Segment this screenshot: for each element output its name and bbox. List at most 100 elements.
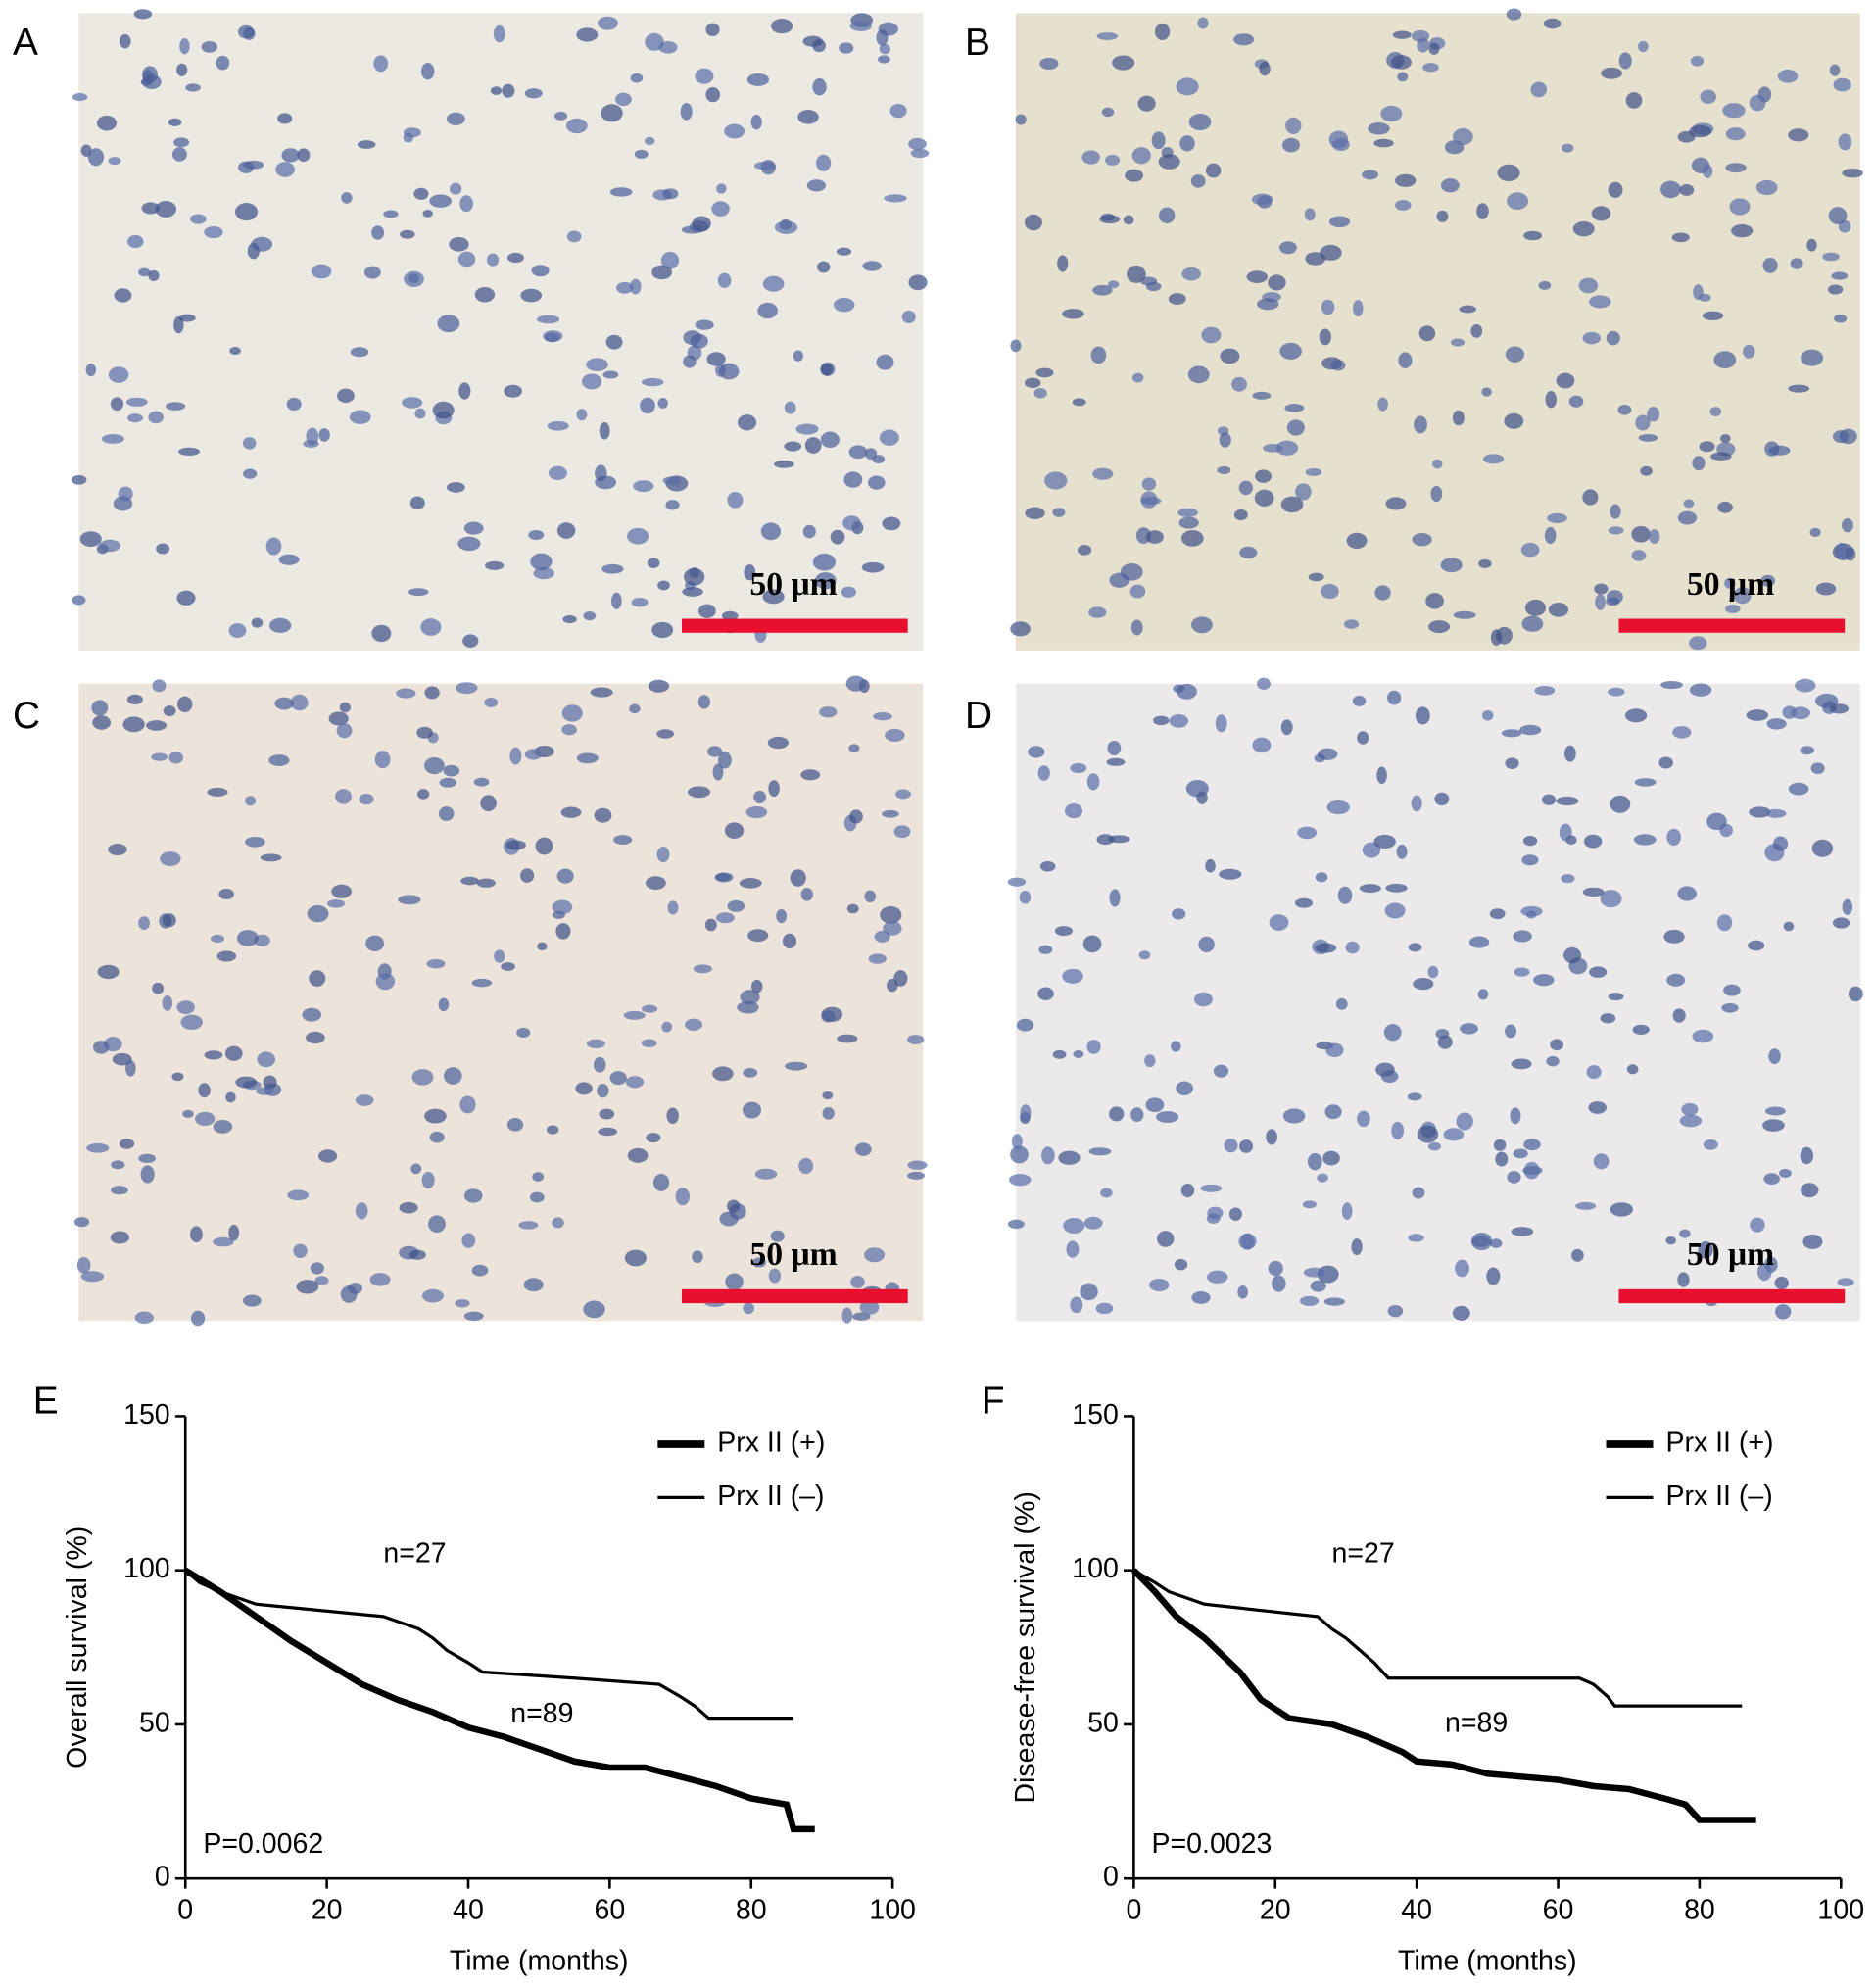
cell-nucleus [725, 1273, 744, 1291]
cell-nucleus [1307, 1152, 1322, 1171]
cell-nucleus [1638, 434, 1658, 442]
cell-nucleus [737, 414, 757, 431]
cell-nucleus [1108, 835, 1130, 844]
x-tick-label: 40 [453, 1894, 484, 1925]
cell-nucleus [1157, 1231, 1175, 1247]
cell-nucleus [798, 1157, 814, 1175]
cell-nucleus [1268, 1260, 1283, 1277]
cell-nucleus [408, 588, 429, 597]
cell-nucleus [335, 789, 352, 804]
cell-nucleus [1325, 1042, 1344, 1058]
cell-nucleus [428, 1215, 446, 1233]
cell-nucleus [1476, 203, 1489, 219]
cell-nucleus [1795, 678, 1816, 693]
cell-nucleus [1710, 452, 1732, 461]
cell-nucleus [296, 1280, 319, 1294]
cell-nucleus [1722, 103, 1746, 119]
cell-nucleus [1374, 585, 1391, 601]
cell-nucleus [876, 354, 894, 370]
cell-nucleus [1145, 530, 1164, 544]
cell-nucleus [693, 964, 713, 974]
cell-nucleus [101, 433, 124, 444]
cell-nucleus [768, 780, 780, 798]
cell-nucleus [1582, 331, 1601, 345]
cell-nucleus [743, 1302, 754, 1315]
annotation: n=89 [1445, 1707, 1508, 1738]
cell-nucleus [424, 1108, 447, 1124]
cell-nucleus [71, 475, 87, 485]
cell-nucleus [195, 1111, 216, 1127]
cell-nucleus [795, 423, 819, 435]
cell-nucleus [774, 220, 798, 234]
cell-nucleus [72, 93, 88, 102]
cell-nucleus [166, 402, 186, 411]
scale-bar-label: 50 μm [749, 1236, 837, 1273]
cell-nucleus [901, 310, 916, 324]
cell-nucleus [1440, 558, 1463, 573]
cell-nucleus [1239, 546, 1258, 559]
cell-nucleus [1304, 208, 1316, 221]
cell-nucleus [562, 615, 577, 624]
cell-nucleus [1323, 1297, 1345, 1306]
cell-nucleus [576, 27, 599, 42]
cell-nucleus [1341, 1202, 1353, 1220]
scale-bar-label: 50 μm [1687, 1236, 1774, 1273]
cell-nucleus [1140, 276, 1158, 286]
cell-nucleus [243, 26, 256, 40]
cell-nucleus [1092, 284, 1113, 296]
cell-nucleus [473, 777, 490, 787]
cell-nucleus [1252, 737, 1272, 753]
cell-nucleus [1070, 1296, 1083, 1314]
cell-nucleus [1096, 32, 1119, 40]
cell-nucleus [1763, 1173, 1780, 1186]
cell-nucleus [854, 1142, 872, 1156]
cell-nucleus [1750, 1217, 1765, 1233]
cell-nucleus [1041, 1146, 1055, 1165]
cell-nucleus [848, 744, 860, 752]
cell-nucleus [1155, 1111, 1179, 1123]
cell-nucleus [1470, 1232, 1493, 1251]
cell-nucleus [420, 618, 442, 636]
cell-nucleus [716, 183, 727, 194]
cell-nucleus [1201, 326, 1222, 344]
cell-nucleus [251, 617, 264, 628]
cell-nucleus [138, 1153, 157, 1164]
cell-nucleus [1395, 200, 1412, 211]
cell-nucleus [180, 1014, 203, 1030]
cell-nucleus [1362, 842, 1381, 858]
cell-nucleus [1829, 64, 1841, 76]
cell-nucleus [850, 1275, 865, 1288]
cell-nucleus [224, 1045, 243, 1061]
cell-nucleus [108, 843, 127, 856]
cell-nucleus [1626, 1064, 1639, 1075]
cell-nucleus [1373, 834, 1396, 849]
cell-nucleus [907, 1035, 925, 1044]
cell-nucleus [727, 899, 745, 912]
cell-nucleus [1422, 63, 1439, 73]
cell-nucleus [505, 840, 526, 850]
survival-curve [183, 1567, 815, 1833]
x-tick-label: 20 [312, 1894, 343, 1925]
y-axis-label: Disease-free survival (%) [1010, 1491, 1041, 1803]
cell-nucleus [793, 350, 804, 362]
cell-nucleus [576, 752, 599, 764]
cell-nucleus [457, 251, 476, 267]
cell-nucleus [1373, 138, 1394, 148]
cell-nucleus [176, 590, 196, 606]
cell-nucleus [661, 1021, 673, 1033]
cell-nucleus [627, 527, 649, 545]
cell-nucleus [1352, 696, 1367, 706]
cell-nucleus [314, 1276, 329, 1285]
cell-nucleus [841, 586, 856, 598]
cell-nucleus [374, 751, 391, 769]
cell-nucleus [1200, 1184, 1223, 1192]
cell-nucleus [1677, 510, 1698, 525]
scale-bar [681, 1288, 908, 1304]
cell-nucleus [1606, 330, 1620, 346]
cell-nucleus [1610, 795, 1631, 813]
cell-nucleus [1278, 241, 1297, 255]
cell-nucleus [1415, 706, 1430, 725]
cell-nucleus [238, 161, 255, 173]
cell-nucleus [79, 531, 102, 547]
cell-nucleus [1092, 467, 1114, 480]
